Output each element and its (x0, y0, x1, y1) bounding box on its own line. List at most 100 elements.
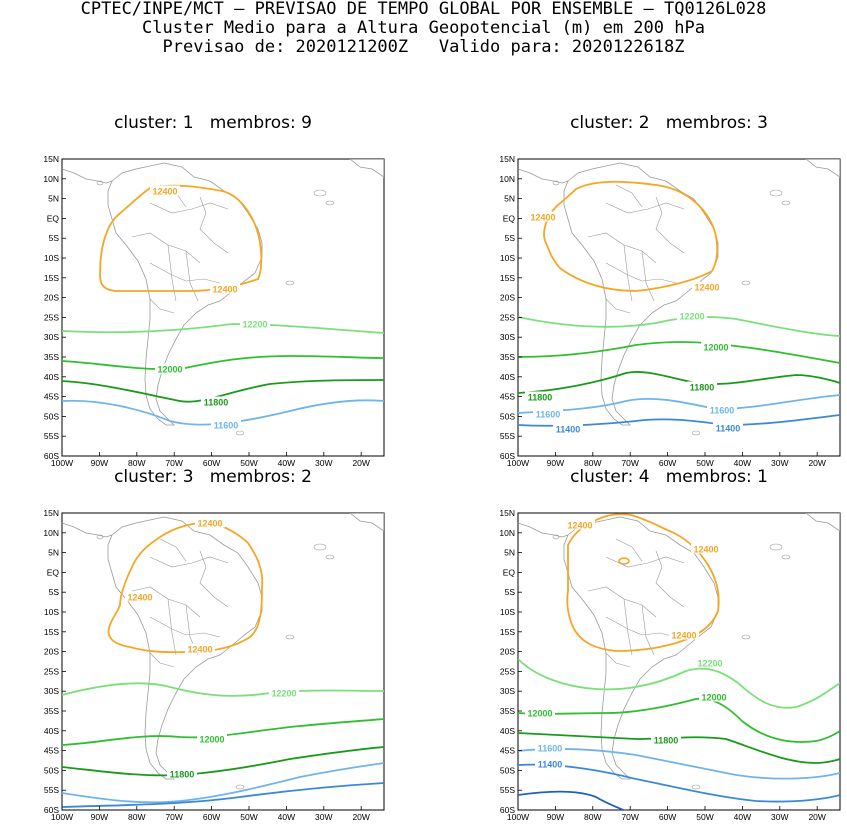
contour-line (107, 521, 264, 654)
lon-label: 40W (278, 458, 295, 468)
map-geography: 12400 12400 12400 12200 12000 12000 11800 11600… (518, 513, 840, 810)
country-border (159, 538, 187, 562)
contour-label: 12400 (152, 187, 177, 197)
contour-label-bg (269, 687, 299, 698)
lat-label: 40S (500, 726, 515, 736)
lon-label: 20W (352, 458, 369, 468)
lat-label: 15N (499, 508, 515, 518)
lat-label: 25S (44, 666, 59, 676)
lat-label: 20S (44, 647, 59, 657)
contour-label: 11800 (170, 770, 195, 780)
lat-label: 50S (500, 411, 515, 421)
lat-label: EQ (47, 213, 60, 223)
lat-label: 15S (500, 627, 515, 637)
contour-label-bg (692, 281, 722, 292)
contour-label: 12400 (694, 283, 719, 293)
lon-label: 100W (51, 458, 73, 468)
contour-label: 12200 (697, 659, 722, 669)
lon-label: 90W (547, 458, 564, 468)
contour-label: 12400 (212, 285, 237, 295)
lat-label: 45S (44, 392, 59, 402)
country-border (167, 244, 177, 302)
contour-label-bg (669, 629, 699, 640)
lat-label: 15S (500, 273, 515, 283)
lat-label: 5S (505, 587, 516, 597)
lon-label: 40W (734, 458, 751, 468)
country-border (185, 250, 199, 302)
contour-label: 12000 (703, 343, 728, 353)
contour-label: 11400 (556, 425, 581, 435)
lat-label: 55S (44, 431, 59, 441)
country-border (605, 616, 677, 638)
lat-label: 20S (44, 293, 59, 303)
contour-label-bg (528, 211, 558, 222)
contour-label-bg (525, 707, 555, 718)
contour-label: 11800 (690, 383, 715, 393)
contour-label: 12400 (127, 593, 152, 603)
lat-label: EQ (503, 213, 516, 223)
contour-line (62, 323, 384, 334)
island (781, 554, 791, 560)
contour-label: 12400 (197, 519, 222, 529)
island (96, 534, 104, 540)
country-border (199, 196, 229, 254)
island (691, 784, 701, 790)
contour-label-bg (535, 742, 565, 753)
lat-label: 25S (44, 312, 59, 322)
island (741, 280, 751, 286)
lat-label: 60S (44, 451, 59, 461)
country-border (623, 598, 633, 656)
map-geography: 12400 12400 12400 12200 12000 11800 (62, 513, 384, 808)
lon-label: 80W (128, 812, 145, 822)
lat-label: 5N (504, 194, 515, 204)
island (552, 180, 560, 186)
contour-label-bg (150, 185, 180, 196)
lat-label: EQ (503, 567, 516, 577)
map-geography: 12400 12400 12200 12000 11800 11800 11600 11600… (518, 159, 840, 436)
lat-label: 30S (44, 686, 59, 696)
contour-line (518, 763, 840, 803)
contour-label: 12200 (271, 689, 296, 699)
contour-label: 11600 (538, 744, 563, 754)
contour-label-bg (695, 657, 725, 668)
contour-label-bg (240, 318, 270, 329)
island (235, 784, 245, 790)
map-frame (517, 158, 841, 457)
africa-coastline (805, 513, 840, 532)
contour-label-bg (687, 381, 717, 392)
contour-label-bg (211, 419, 241, 430)
lat-label: 10S (44, 607, 59, 617)
country-border (615, 538, 643, 562)
contour-line (518, 732, 840, 764)
contour-label-bg (553, 423, 583, 434)
contour-line (543, 180, 719, 292)
contour-label-bg (677, 310, 707, 321)
contour-label-bg (167, 768, 197, 779)
lon-label: 50W (240, 812, 257, 822)
lat-label: 35S (44, 352, 59, 362)
lat-label: 5S (49, 587, 60, 597)
lon-label: 70W (621, 812, 638, 822)
lat-label: 45S (500, 746, 515, 756)
south-america-coastline (107, 516, 263, 780)
central-america-coastline (518, 168, 569, 184)
lon-label: 70W (165, 458, 182, 468)
lat-label: 10N (43, 528, 59, 538)
lat-label: 15N (43, 508, 59, 518)
lat-label: 55S (500, 785, 515, 795)
country-border (199, 550, 229, 608)
contour-label-bg (535, 758, 565, 769)
lon-label: 90W (547, 812, 564, 822)
lat-label: 35S (500, 352, 515, 362)
lon-label: 100W (51, 812, 73, 822)
contour-line (62, 762, 384, 804)
lat-label: 25S (500, 312, 515, 322)
contour-label: 11600 (536, 410, 561, 420)
contour-label-bg (651, 734, 681, 745)
africa-coastline (805, 159, 840, 178)
lon-label: 20W (808, 812, 825, 822)
country-border (149, 298, 175, 314)
map-canvas: 12400 12400 12400 12200 12000 11800 15N 10N 5N EQ… (43, 508, 385, 822)
map-frame (61, 512, 385, 811)
lon-label: 80W (584, 812, 601, 822)
